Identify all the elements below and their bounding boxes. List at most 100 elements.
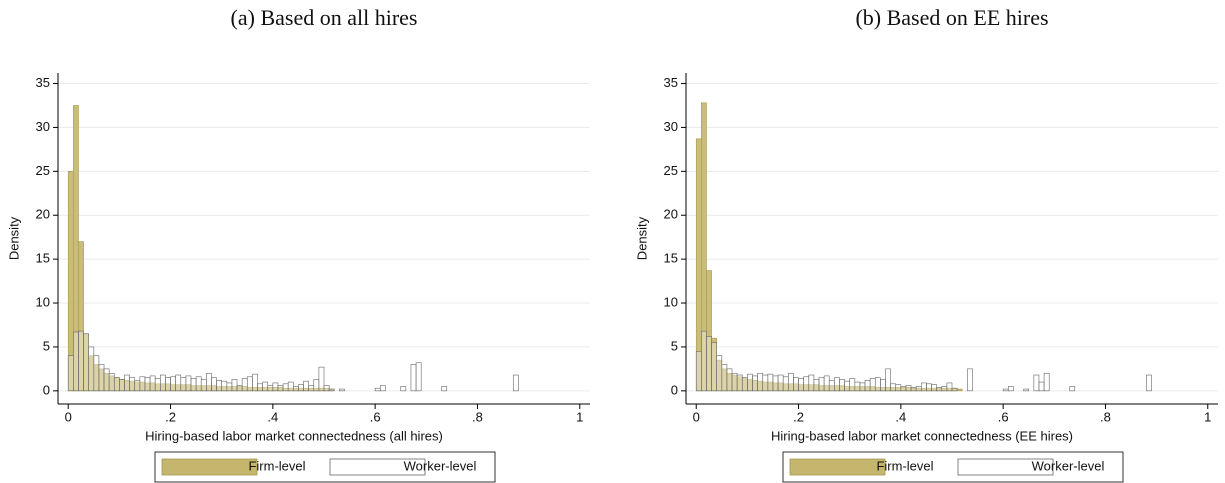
- bar: [905, 385, 912, 392]
- bar: [185, 375, 192, 392]
- bar: [931, 384, 937, 392]
- bar: [849, 378, 856, 392]
- bar: [83, 333, 89, 392]
- y-tick-label: 25: [36, 163, 50, 178]
- bar: [165, 377, 171, 392]
- bar: [134, 379, 141, 392]
- bar: [200, 379, 207, 392]
- bar: [441, 386, 448, 392]
- bar: [808, 374, 815, 392]
- bar: [854, 381, 861, 392]
- bar: [921, 382, 927, 392]
- bar: [1043, 372, 1050, 392]
- bar: [88, 346, 95, 392]
- bar: [695, 351, 702, 392]
- bar: [885, 368, 891, 392]
- bar: [313, 379, 320, 392]
- x-tick-label: .6: [370, 409, 381, 424]
- bar: [803, 376, 810, 392]
- bar: [374, 387, 381, 392]
- legend-swatch: [329, 458, 426, 476]
- bar: [103, 368, 110, 392]
- bar: [98, 364, 105, 392]
- bar: [767, 373, 774, 392]
- bar: [180, 377, 187, 392]
- legend-swatch: [957, 458, 1054, 476]
- x-tick-label: 0: [65, 409, 72, 424]
- bar: [757, 372, 764, 392]
- legend-label: Worker-level: [404, 458, 477, 473]
- y-axis-label: Density: [634, 216, 649, 260]
- x-tick-label: .2: [793, 409, 804, 424]
- legend-swatch: [161, 458, 258, 476]
- x-tick-label: 0: [693, 409, 700, 424]
- bar: [154, 378, 161, 392]
- bar: [160, 374, 166, 392]
- x-tick-label: .8: [472, 409, 483, 424]
- bar: [813, 379, 820, 392]
- y-tick-label: 25: [664, 163, 678, 178]
- y-tick-label: 20: [664, 207, 678, 222]
- x-axis-label: Hiring-based labor market connectedness …: [771, 428, 1073, 443]
- legend-label: Firm-level: [876, 458, 933, 473]
- bar: [716, 355, 723, 392]
- bar: [231, 379, 238, 392]
- bar: [282, 383, 289, 392]
- bar: [1038, 381, 1045, 392]
- bar: [793, 377, 799, 392]
- bar: [726, 368, 733, 392]
- bar: [711, 342, 717, 392]
- bar: [818, 377, 825, 392]
- y-tick-label: 10: [36, 294, 50, 309]
- bar: [864, 379, 871, 392]
- x-tick-label: 1: [576, 409, 583, 424]
- bar: [195, 376, 202, 392]
- bar: [93, 355, 100, 392]
- bar: [1007, 386, 1014, 392]
- bar: [190, 378, 197, 392]
- bar: [512, 374, 519, 392]
- bar: [262, 381, 269, 392]
- bar: [1069, 386, 1076, 392]
- bar: [706, 336, 712, 392]
- bar: [206, 372, 212, 392]
- bar: [721, 364, 728, 392]
- bar: [144, 377, 151, 392]
- y-tick-label: 15: [36, 251, 50, 266]
- bar: [951, 387, 958, 392]
- chart-title: (b) Based on EE hires: [855, 5, 1048, 30]
- bar: [967, 368, 973, 392]
- bar: [298, 384, 304, 392]
- bar: [941, 386, 948, 392]
- y-tick-label: 35: [36, 75, 50, 90]
- bar: [216, 379, 222, 392]
- bar: [129, 377, 136, 392]
- bar: [287, 381, 294, 392]
- x-tick-label: .4: [267, 409, 278, 424]
- bar: [788, 372, 794, 392]
- bar: [1023, 388, 1030, 392]
- y-tick-label: 5: [671, 338, 678, 353]
- bar: [175, 374, 182, 392]
- bar: [267, 385, 274, 392]
- bar: [415, 362, 422, 392]
- bar: [752, 375, 758, 392]
- bar: [78, 330, 84, 392]
- bar: [869, 378, 876, 392]
- bar: [731, 372, 738, 392]
- bar: [910, 387, 917, 392]
- y-tick-label: 30: [664, 119, 678, 134]
- bar: [236, 385, 243, 392]
- x-tick-label: .2: [165, 409, 176, 424]
- bar: [293, 386, 299, 392]
- bar: [339, 388, 345, 392]
- bar: [839, 379, 845, 392]
- bar: [113, 377, 120, 392]
- y-tick-label: 5: [43, 338, 50, 353]
- y-tick-label: 35: [664, 75, 678, 90]
- y-tick-label: 0: [671, 382, 678, 397]
- y-tick-label: 20: [36, 207, 50, 222]
- bar: [701, 330, 707, 392]
- bar: [400, 386, 407, 392]
- bar: [844, 380, 850, 392]
